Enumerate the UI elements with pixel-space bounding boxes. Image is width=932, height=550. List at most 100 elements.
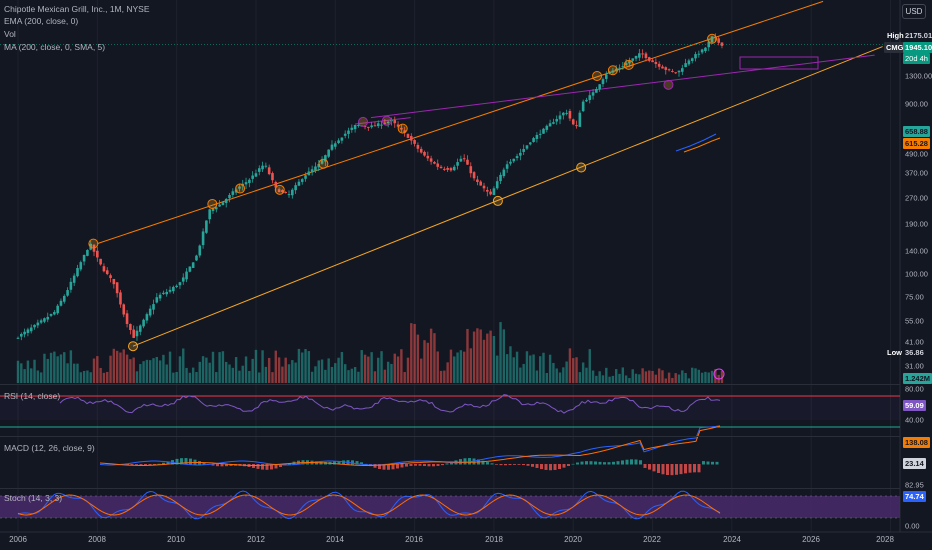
volume-bar <box>472 331 476 383</box>
last-price-badge[interactable]: 1945.10 <box>903 42 932 53</box>
macd-histogram-bar <box>648 464 651 470</box>
volume-bar <box>446 362 449 383</box>
volume-bar <box>429 328 433 383</box>
candle-body <box>277 189 281 193</box>
volume-bar <box>102 372 106 383</box>
candle-body <box>231 191 235 195</box>
volume-bar <box>641 368 644 383</box>
projection-box <box>739 56 819 70</box>
macd-histogram-bar <box>139 464 143 465</box>
price-tick: 75.00 <box>905 292 924 302</box>
volume-bar <box>667 372 671 383</box>
volume-bar <box>499 322 502 383</box>
volume-bar <box>149 360 152 383</box>
time-tick: 2012 <box>247 535 265 544</box>
volume-bar <box>221 351 225 383</box>
volume-bar <box>155 356 159 383</box>
candle-body <box>631 58 635 61</box>
volume-bar <box>459 350 463 383</box>
candle-body <box>568 110 572 119</box>
candle-body <box>578 112 582 127</box>
touch-point-circle <box>707 33 718 44</box>
volume-bar <box>413 323 416 383</box>
volume-bar <box>228 364 231 383</box>
macd-histogram-bar <box>220 464 224 467</box>
volume-bar <box>43 353 46 383</box>
volume-bar <box>439 370 443 383</box>
candle-body <box>291 189 294 196</box>
candle-body <box>601 79 605 85</box>
currency-button[interactable]: USD <box>902 4 926 19</box>
candle-body <box>115 282 119 294</box>
volume-bar <box>297 348 301 383</box>
candle-body <box>479 181 482 186</box>
macd-histogram-bar <box>153 464 156 465</box>
volume-bar <box>168 351 172 383</box>
stoch-legend[interactable]: Stoch (14, 3, 3) <box>4 493 63 503</box>
candle-body <box>72 275 76 283</box>
volume-bar <box>347 370 350 383</box>
candle-body <box>671 70 674 72</box>
volume-bar <box>509 346 512 383</box>
volume-bar <box>390 363 393 383</box>
symbol-legend[interactable]: Chipotle Mexican Grill, Inc., 1M, NYSE <box>4 4 150 14</box>
macd-histogram-bar <box>580 461 584 465</box>
macd-signal-line <box>99 425 721 466</box>
macd-histogram-bar <box>387 464 390 470</box>
candle-body <box>82 254 86 262</box>
candle-body <box>198 245 202 256</box>
volume-bar <box>558 372 562 383</box>
rsi-legend[interactable]: RSI (14, close) <box>4 391 61 401</box>
macd-histogram-bar <box>351 460 354 465</box>
macd-histogram-bar <box>504 464 507 466</box>
price-tick: 490.00 <box>905 149 928 159</box>
volume-bar <box>218 352 221 383</box>
volume-bar <box>86 370 89 383</box>
volume-bar <box>182 348 185 383</box>
volume-bar <box>661 370 664 383</box>
candle-body <box>634 55 638 59</box>
candle-body <box>628 61 631 64</box>
ma-legend[interactable]: MA (200, close, 0, SMA, 5) <box>4 42 106 52</box>
volume-bar <box>26 360 30 383</box>
ema-legend[interactable]: EMA (200, close, 0) <box>4 16 79 26</box>
macd-legend[interactable]: MACD (12, 26, close, 9) <box>4 443 95 453</box>
candle-body <box>211 208 215 211</box>
volume-bar <box>277 357 281 383</box>
macd-histogram-bar <box>585 461 588 465</box>
time-tick: 2006 <box>9 535 27 544</box>
volume-bar <box>367 356 370 383</box>
rsi-pane-separator[interactable] <box>0 384 900 385</box>
volume-bar <box>76 363 79 383</box>
candle-body <box>112 278 116 285</box>
macd-histogram-bar <box>423 464 426 467</box>
candle-body <box>482 185 486 189</box>
candle-body <box>707 41 711 48</box>
macd-histogram-bar <box>688 464 692 473</box>
volume-bar <box>486 333 489 383</box>
candle-body <box>452 166 456 171</box>
volume-bar <box>538 356 542 383</box>
volume-bar <box>403 372 406 383</box>
volume-bar <box>304 349 307 383</box>
macd-histogram-bar <box>616 461 620 465</box>
macd-histogram-bar <box>427 464 431 467</box>
macd-pane-separator[interactable] <box>0 436 900 437</box>
ma-line <box>675 133 717 152</box>
volume-bar <box>158 360 162 383</box>
stoch-pane-separator[interactable] <box>0 488 900 489</box>
candle-body <box>69 281 73 290</box>
vol-legend[interactable]: Vol <box>4 29 16 39</box>
candle-body <box>46 316 50 320</box>
volume-bar <box>377 357 380 383</box>
candle-body <box>558 115 562 120</box>
volume-bar <box>307 351 311 383</box>
volume-bar <box>337 357 340 383</box>
candle-body <box>647 57 651 61</box>
volume-bar <box>568 348 572 383</box>
candle-body <box>138 325 142 332</box>
candle-body <box>66 290 69 296</box>
macd-badge: 138.08 <box>903 437 930 448</box>
volume-bar <box>139 364 142 383</box>
